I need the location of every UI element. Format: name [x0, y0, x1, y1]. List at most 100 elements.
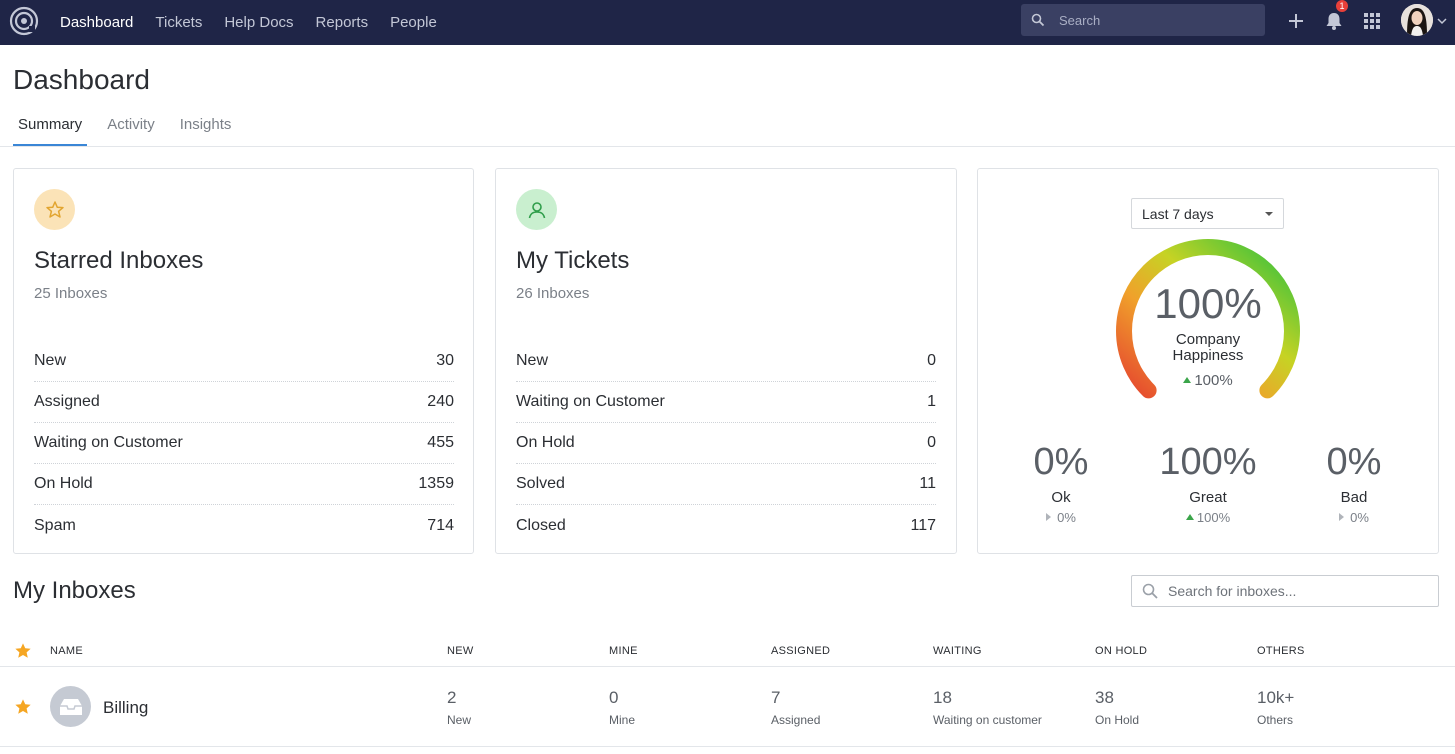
cell-mine[interactable]: 0 Mine: [609, 688, 635, 727]
date-range-select[interactable]: Last 7 days: [1131, 198, 1284, 229]
nav-people[interactable]: People: [390, 14, 437, 31]
person-icon: [528, 201, 545, 218]
cell-label: On Hold: [1095, 713, 1140, 727]
avatar[interactable]: [1401, 4, 1433, 36]
stat-row-on-hold[interactable]: On Hold 1359: [34, 464, 454, 505]
plus-icon[interactable]: [1285, 10, 1307, 32]
col-others[interactable]: OTHERS: [1257, 645, 1305, 657]
user-avatar-icon: [1401, 4, 1433, 36]
logo-icon[interactable]: [9, 6, 39, 36]
tab-summary[interactable]: Summary: [13, 110, 88, 147]
cell-waiting[interactable]: 18 Waiting on customer: [933, 688, 1042, 727]
cell-new[interactable]: 2 New: [447, 688, 471, 727]
happiness-card: Last 7 days 100% Company Happiness 100% …: [977, 168, 1439, 554]
metric-great-change-value: 100%: [1196, 510, 1231, 525]
stat-row-solved[interactable]: Solved 11: [516, 464, 936, 505]
cell-label: Mine: [609, 713, 636, 727]
cell-value: 38: [1095, 688, 1114, 707]
stat-value: 455: [427, 434, 454, 451]
tab-activity[interactable]: Activity: [107, 116, 155, 133]
search-icon: [1031, 13, 1045, 27]
notification-badge: 1: [1336, 0, 1348, 12]
starred-stat-list: New 30 Assigned 240 Waiting on Customer 455…: [34, 341, 454, 546]
col-mine[interactable]: MINE: [609, 645, 638, 657]
starred-subtitle: 25 Inboxes: [34, 285, 108, 302]
cell-assigned[interactable]: 7 Assigned: [771, 688, 820, 727]
stat-value: 714: [427, 516, 454, 534]
stat-row-assigned[interactable]: Assigned 240: [34, 382, 454, 423]
stat-row-new[interactable]: New 0: [516, 341, 936, 382]
stat-row-waiting[interactable]: Waiting on Customer 455: [34, 423, 454, 464]
stat-label: New: [516, 352, 549, 369]
cell-on-hold[interactable]: 38 On Hold: [1095, 688, 1139, 727]
stat-value: 240: [427, 393, 454, 410]
stat-row-on-hold[interactable]: On Hold 0: [516, 423, 936, 464]
cell-label: Waiting on customer: [933, 713, 1042, 727]
cell-value: 10k+: [1257, 688, 1295, 707]
global-search-input[interactable]: [1059, 12, 1239, 28]
stat-value: 117: [910, 516, 936, 534]
happiness-change: 100%: [1108, 372, 1308, 389]
stat-row-closed[interactable]: Closed 117: [516, 505, 936, 546]
cell-label: Assigned: [771, 713, 821, 727]
metric-great: 100% Great 100%: [1148, 439, 1268, 525]
inbox-avatar: [50, 686, 91, 727]
col-on-hold[interactable]: ON HOLD: [1095, 645, 1148, 657]
apps-grid-icon[interactable]: [1361, 10, 1383, 32]
trend-flat-icon: [1339, 513, 1345, 521]
stat-value: 11: [919, 475, 936, 492]
happiness-label-line1: Company: [1175, 331, 1241, 348]
dashboard-tabs: Summary Activity Insights: [13, 110, 251, 147]
table-row[interactable]: Billing 2 New 0 Mine 7 Assigned 18 Waiting o…: [0, 667, 1455, 747]
cell-value: 0: [609, 688, 619, 707]
happiness-label: Company Happiness: [1108, 332, 1308, 364]
nav-help-docs[interactable]: Help Docs: [224, 14, 294, 31]
star-icon[interactable]: [14, 698, 32, 716]
trend-up-icon: [1185, 514, 1194, 520]
starred-inboxes-card[interactable]: Starred Inboxes 25 Inboxes New 30 Assigne…: [13, 168, 474, 554]
stat-row-waiting[interactable]: Waiting on Customer 1: [516, 382, 936, 423]
col-name[interactable]: NAME: [50, 645, 83, 657]
tabs-divider: [0, 146, 1455, 147]
stat-row-spam[interactable]: Spam 714: [34, 505, 454, 546]
happiness-label-line2: Happiness: [1172, 347, 1244, 364]
stat-label: On Hold: [516, 434, 575, 451]
col-assigned[interactable]: ASSIGNED: [771, 645, 831, 657]
cell-value: 7: [771, 688, 781, 707]
nav-dashboard[interactable]: Dashboard: [60, 14, 134, 31]
search-icon: [1142, 583, 1158, 599]
metric-bad-change: 0%: [1294, 510, 1414, 525]
my-inboxes-title: My Inboxes: [13, 577, 136, 604]
stat-value: 0: [927, 434, 936, 451]
my-tickets-card[interactable]: My Tickets 26 Inboxes New 0 Waiting on Cu…: [495, 168, 957, 554]
page-title: Dashboard: [13, 64, 150, 95]
inbox-search-input[interactable]: [1168, 583, 1428, 599]
stat-label: Closed: [516, 516, 566, 534]
inbox-tray-icon: [59, 698, 82, 715]
person-badge: [516, 189, 557, 230]
metric-bad: 0% Bad 0%: [1294, 439, 1414, 525]
metric-ok-change-value: 0%: [1057, 510, 1076, 525]
nav-tickets[interactable]: Tickets: [155, 14, 203, 31]
inbox-name[interactable]: Billing: [103, 698, 149, 717]
col-waiting[interactable]: WAITING: [933, 645, 982, 657]
inbox-table-header: NAME NEW MINE ASSIGNED WAITING ON HOLD O…: [0, 637, 1455, 667]
stat-value: 1359: [418, 475, 454, 492]
bell-icon[interactable]: [1323, 10, 1345, 32]
star-icon[interactable]: [14, 642, 32, 660]
stat-label: Spam: [34, 516, 76, 534]
cell-label: Others: [1257, 713, 1294, 727]
chevron-down-icon[interactable]: [1437, 16, 1447, 26]
metric-great-value: 100%: [1159, 441, 1257, 483]
stat-label: Solved: [516, 475, 565, 492]
global-search[interactable]: [1021, 4, 1265, 36]
cell-value: 18: [933, 688, 952, 707]
cell-others[interactable]: 10k+ Others: [1257, 688, 1294, 727]
stat-label: New: [34, 352, 67, 369]
tab-insights[interactable]: Insights: [179, 116, 232, 133]
col-new[interactable]: NEW: [447, 645, 474, 657]
nav-reports[interactable]: Reports: [315, 14, 369, 31]
inbox-search[interactable]: [1131, 575, 1439, 607]
stat-row-new[interactable]: New 30: [34, 341, 454, 382]
stat-label: Waiting on Customer: [34, 434, 183, 451]
